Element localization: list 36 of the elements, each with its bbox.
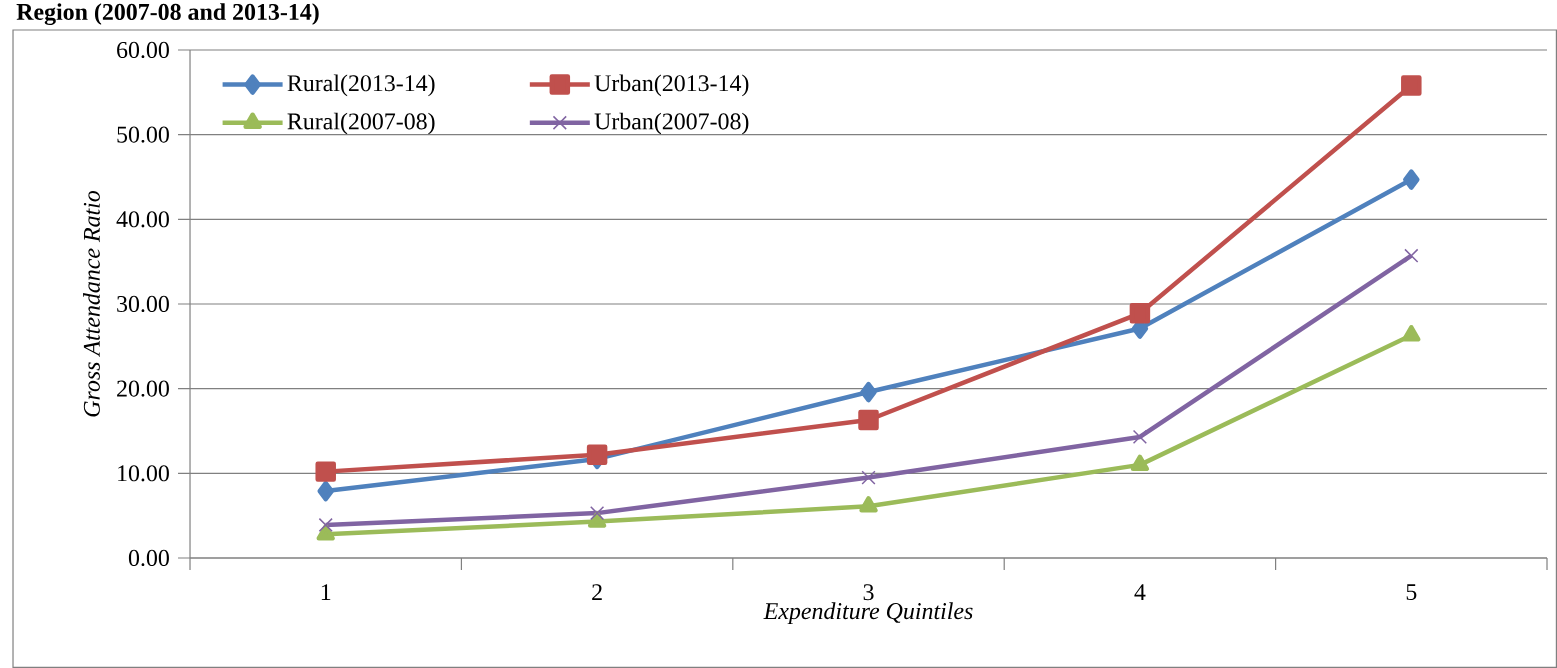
point bbox=[590, 506, 605, 521]
point bbox=[1404, 248, 1419, 263]
point bbox=[315, 461, 336, 482]
point bbox=[859, 496, 878, 513]
y-tick-label: 60.00 bbox=[117, 41, 169, 59]
y-axis-title: Gross Attendance Ratio bbox=[83, 190, 100, 417]
legend-label: Urban(2007-08) bbox=[594, 112, 749, 135]
y-tick-label: 20.00 bbox=[117, 380, 169, 397]
point bbox=[317, 480, 334, 502]
point bbox=[1129, 303, 1151, 324]
legend-label: Rural(2007-08) bbox=[287, 112, 435, 135]
x-tick-label: 1 bbox=[321, 584, 331, 600]
point bbox=[858, 409, 879, 431]
legend-label: Rural(2013-14) bbox=[287, 74, 435, 97]
point bbox=[1401, 75, 1422, 96]
y-tick-label: 40.00 bbox=[116, 211, 169, 228]
point bbox=[861, 470, 876, 485]
y-tick-label: 0.00 bbox=[128, 549, 169, 567]
chart-title: Region (2007-08 and 2013-14) bbox=[16, 3, 319, 26]
point bbox=[1402, 325, 1421, 342]
x-tick-label: 5 bbox=[1406, 584, 1417, 601]
point bbox=[860, 381, 877, 403]
y-tick-label: 10.00 bbox=[118, 465, 169, 482]
point bbox=[1403, 169, 1420, 190]
x-axis-title: Expenditure Quintiles bbox=[763, 602, 973, 625]
point bbox=[587, 511, 607, 528]
y-tick-label: 50.00 bbox=[117, 126, 169, 143]
point bbox=[1130, 454, 1150, 472]
point bbox=[586, 444, 608, 465]
point bbox=[316, 524, 335, 541]
point bbox=[318, 517, 333, 533]
x-tick-label: 2 bbox=[592, 584, 602, 600]
legend-label: Urban(2013-14) bbox=[594, 74, 749, 97]
y-tick-label: 30.00 bbox=[117, 295, 169, 313]
x-tick-label: 3 bbox=[863, 584, 874, 601]
x-tick-label: 4 bbox=[1134, 584, 1146, 600]
